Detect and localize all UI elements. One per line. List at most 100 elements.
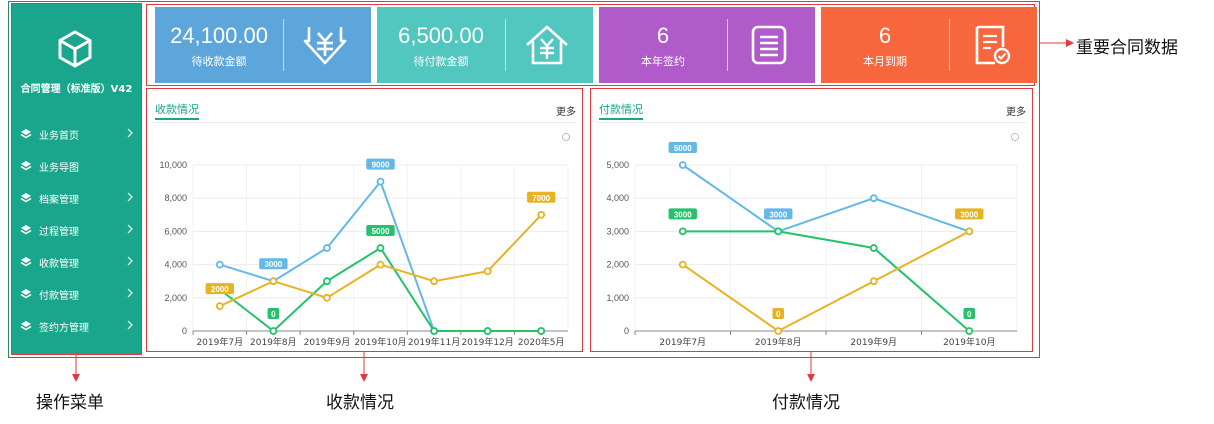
y-tick-label: 6,000 — [164, 226, 187, 236]
data-point — [869, 277, 878, 286]
y-tick-label: 3,000 — [606, 226, 629, 236]
data-point — [537, 327, 546, 335]
x-tick-label: 2019年9月 — [304, 336, 351, 348]
data-label: 7000 — [532, 194, 550, 203]
y-tick-label: 1,000 — [606, 293, 629, 303]
menu-item[interactable]: 业务导图 — [12, 150, 141, 182]
pay-panel-title[interactable]: 付款情况 — [599, 101, 643, 120]
layers-icon — [20, 257, 32, 267]
menu-item-label: 收款管理 — [39, 258, 79, 270]
stat-value: 6 — [656, 23, 670, 48]
stat-card[interactable]: 6 本年签约 — [599, 7, 815, 83]
doc-check-icon — [975, 25, 1011, 65]
y-tick-label: 5,000 — [606, 160, 629, 170]
x-tick-label: 2019年11月 — [408, 336, 460, 348]
menu-item-label: 签约方管理 — [39, 322, 89, 334]
pay-more-link[interactable]: 更多 — [1006, 107, 1026, 118]
data-label: 0 — [967, 310, 972, 319]
arrow-down-icon — [807, 352, 815, 382]
data-label-bg — [955, 208, 984, 220]
menu-item[interactable]: 业务首页 — [12, 118, 141, 150]
list-icon — [751, 25, 787, 65]
data-point — [774, 327, 783, 335]
card-divider — [283, 19, 284, 71]
callout-cards: 重要合同数据 — [1076, 38, 1178, 58]
y-tick-label: 2,000 — [606, 260, 629, 270]
layers-icon — [20, 129, 32, 139]
data-label: 3000 — [264, 260, 282, 269]
y-tick-label: 0 — [624, 326, 629, 336]
receive-panel-title[interactable]: 收款情况 — [155, 101, 199, 120]
data-label: 0 — [776, 310, 781, 319]
data-label-bg — [963, 308, 976, 319]
stat-card[interactable]: 6 本月到期 — [821, 7, 1037, 83]
receive-panel: 收款情况 更多 0 2,000 4,000 6,000 8,000 10,000 2019年… — [146, 88, 583, 352]
chevron-right-icon — [127, 288, 133, 298]
data-point — [269, 327, 278, 335]
menu-item[interactable]: 过程管理 — [12, 214, 141, 246]
data-label-bg — [267, 308, 280, 319]
x-tick-label: 2019年10月 — [354, 336, 406, 348]
stat-value: 6,500.00 — [398, 23, 484, 48]
data-point — [774, 227, 783, 236]
data-point — [678, 227, 687, 236]
x-tick-label: 2019年8月 — [250, 336, 297, 348]
info-icon — [562, 133, 570, 141]
layers-icon — [20, 225, 32, 235]
data-point — [430, 277, 438, 286]
callout-menu: 操作菜单 — [36, 393, 104, 413]
x-tick-label: 2019年9月 — [850, 336, 897, 348]
y-tick-label: 4,000 — [164, 260, 187, 270]
stat-value: 24,100.00 — [170, 23, 268, 48]
series-line — [682, 164, 970, 233]
stat-card[interactable]: 6,500.00 待付款金额 — [377, 7, 593, 83]
layers-icon — [20, 321, 32, 331]
data-point — [869, 244, 878, 252]
x-tick-label: 2019年10月 — [943, 336, 995, 348]
receive-more-link[interactable]: 更多 — [556, 107, 576, 118]
chevron-right-icon — [127, 256, 133, 266]
data-point — [323, 293, 331, 302]
side-menu: 业务首页业务导图档案管理过程管理收款管理付款管理签约方管理 — [12, 118, 141, 342]
y-tick-label: 2,000 — [164, 293, 187, 303]
data-point — [965, 227, 974, 236]
layers-icon — [20, 161, 32, 171]
sidebar: 合同管理（标准版）V42 业务首页 业务导图 档案管理 过程管理 收款管理 付款管理 签约方… — [11, 3, 142, 355]
stat-value: 6 — [878, 23, 892, 48]
receive-line-chart: 0 2,000 4,000 6,000 8,000 10,000 2019年7月 2019年8… — [159, 133, 570, 348]
menu-item[interactable]: 档案管理 — [12, 182, 141, 214]
x-tick-label: 2019年8月 — [755, 336, 802, 348]
divider — [597, 122, 1026, 123]
data-label: 0 — [271, 310, 276, 319]
stat-card[interactable]: 24,100.00 待收款金额 — [155, 7, 371, 83]
stat-label: 待付款金额 — [413, 55, 469, 68]
data-point — [376, 244, 385, 252]
menu-item-label: 档案管理 — [39, 194, 79, 206]
menu-item[interactable]: 收款管理 — [12, 246, 141, 278]
pay-line-chart: 0 1,000 2,000 3,000 4,000 5,000 2019年7月 2019年8月… — [606, 133, 1019, 348]
menu-item[interactable]: 付款管理 — [12, 278, 141, 310]
data-label-bg — [259, 258, 288, 270]
data-label: 5000 — [674, 144, 692, 153]
y-tick-label: 10,000 — [159, 160, 187, 170]
menu-item-label: 过程管理 — [39, 226, 79, 238]
data-label: 2000 — [211, 285, 229, 294]
menu-item[interactable]: 签约方管理 — [12, 310, 141, 342]
x-tick-label: 2019年7月 — [659, 336, 706, 348]
data-point — [483, 267, 492, 276]
arrow-right-icon — [1040, 39, 1074, 47]
menu-item-label: 业务导图 — [39, 162, 79, 174]
layers-icon — [20, 289, 32, 299]
data-point — [376, 260, 385, 269]
series-line — [682, 230, 970, 332]
chevron-right-icon — [127, 192, 133, 202]
card-divider — [505, 19, 506, 71]
data-point — [965, 327, 974, 335]
data-label-bg — [366, 225, 395, 236]
y-tick-label: 8,000 — [164, 193, 187, 203]
data-label-bg — [668, 142, 697, 153]
data-label: 9000 — [372, 161, 390, 170]
data-point — [215, 260, 224, 269]
stat-label: 待收款金额 — [191, 55, 247, 68]
y-tick-label: 4,000 — [606, 193, 629, 203]
